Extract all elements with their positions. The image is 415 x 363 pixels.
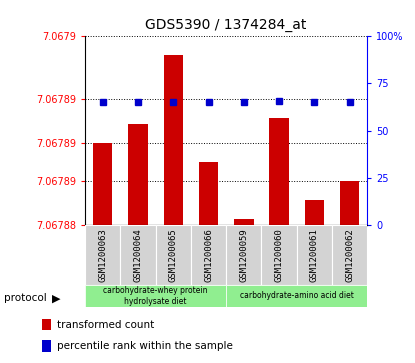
Bar	[156, 225, 191, 285]
Bar	[85, 225, 120, 285]
Bar	[85, 285, 226, 307]
Bar	[332, 225, 367, 285]
Bar	[269, 118, 289, 225]
Text: percentile rank within the sample: percentile rank within the sample	[57, 341, 233, 351]
Text: GSM1200063: GSM1200063	[98, 228, 107, 282]
Bar	[120, 225, 156, 285]
Bar	[128, 125, 148, 225]
Bar	[261, 225, 297, 285]
Text: GSM1200065: GSM1200065	[169, 228, 178, 282]
Text: GSM1200059: GSM1200059	[239, 228, 248, 282]
Bar	[234, 219, 254, 225]
Bar	[199, 162, 218, 225]
Text: transformed count: transformed count	[57, 319, 154, 330]
Text: GSM1200060: GSM1200060	[275, 228, 283, 282]
Text: carbohydrate-amino acid diet: carbohydrate-amino acid diet	[240, 291, 354, 300]
Bar	[340, 181, 359, 225]
Text: carbohydrate-whey protein
hydrolysate diet: carbohydrate-whey protein hydrolysate di…	[103, 286, 208, 306]
Bar	[42, 340, 51, 352]
Text: protocol: protocol	[4, 293, 47, 303]
Bar	[297, 225, 332, 285]
Text: GSM1200064: GSM1200064	[134, 228, 142, 282]
Bar	[42, 319, 51, 330]
Text: GSM1200061: GSM1200061	[310, 228, 319, 282]
Text: ▶: ▶	[52, 293, 60, 303]
Bar	[93, 143, 112, 225]
Bar	[226, 225, 261, 285]
Text: GSM1200066: GSM1200066	[204, 228, 213, 282]
Bar	[164, 55, 183, 225]
Bar	[191, 225, 226, 285]
Bar	[226, 285, 367, 307]
Bar	[305, 200, 324, 225]
Text: GSM1200062: GSM1200062	[345, 228, 354, 282]
Title: GDS5390 / 1374284_at: GDS5390 / 1374284_at	[146, 19, 307, 33]
